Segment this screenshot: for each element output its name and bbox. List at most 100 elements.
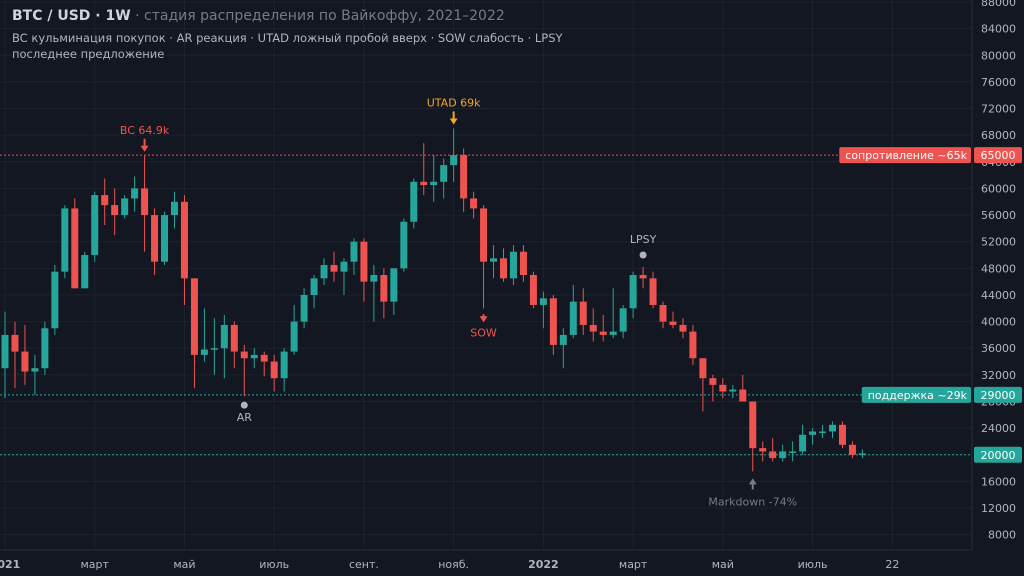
candle-body <box>848 444 856 455</box>
candle-body <box>280 351 288 379</box>
candle-body <box>21 351 29 372</box>
candle-body <box>669 321 677 325</box>
candle-body <box>529 275 537 305</box>
arrow-down-icon <box>140 145 149 152</box>
candle-body <box>699 358 707 379</box>
candle-body <box>71 208 79 289</box>
candle <box>789 441 797 462</box>
candle <box>250 348 258 369</box>
candle-body <box>161 215 169 262</box>
candle <box>699 358 707 412</box>
candle <box>579 288 587 335</box>
candle <box>599 314 607 342</box>
candle-body <box>310 278 318 295</box>
candle <box>709 374 717 402</box>
candle <box>51 265 59 335</box>
candle-body <box>31 368 39 372</box>
candle-body <box>430 181 438 186</box>
candle-body <box>420 181 428 186</box>
candle-body <box>170 201 178 216</box>
candle <box>270 354 278 392</box>
level-name-tag <box>839 147 971 164</box>
candle <box>549 294 557 355</box>
price-axis: 8000120001600020000240002800032000360004… <box>971 0 1016 550</box>
candle-body <box>519 251 527 275</box>
y-tick-label: 88000 <box>981 0 1016 9</box>
candle-body <box>539 298 547 305</box>
y-tick-label: 52000 <box>981 236 1016 249</box>
candle <box>509 245 517 285</box>
candle-body <box>360 241 368 282</box>
candle <box>639 267 647 289</box>
level-name-tag <box>861 386 971 403</box>
candle-body <box>569 301 577 335</box>
candle <box>629 271 637 319</box>
candle <box>609 288 617 339</box>
candle <box>340 258 348 295</box>
x-tick-label: 2022 <box>528 558 559 571</box>
candle-body <box>380 275 388 302</box>
chart-title: BTC / USD · 1W · стадия распределения по… <box>12 8 612 24</box>
candle-body <box>91 195 99 256</box>
candle <box>539 291 547 329</box>
candle-body <box>330 265 338 272</box>
candle <box>749 401 757 472</box>
candle <box>390 268 398 315</box>
annotation: BC 64.9k <box>120 124 170 152</box>
candle <box>589 308 597 342</box>
candle <box>659 301 667 329</box>
candle-body <box>290 321 298 352</box>
candle-body <box>599 331 607 335</box>
y-tick-label: 44000 <box>981 289 1016 302</box>
candle-body <box>220 324 228 349</box>
candle <box>490 245 498 279</box>
level-price-tag <box>974 386 1022 403</box>
candle-body <box>390 268 398 302</box>
annotation: SOW <box>470 314 497 339</box>
candle-body <box>121 198 129 216</box>
x-tick-label: май <box>712 558 734 571</box>
candle-body <box>101 195 109 206</box>
candle-body <box>180 201 188 279</box>
candle <box>121 195 129 219</box>
y-tick-label: 60000 <box>981 182 1016 195</box>
y-tick-label: 24000 <box>981 422 1016 435</box>
candle-body <box>709 378 717 385</box>
candle <box>111 188 119 236</box>
level-price-label: 20000 <box>981 449 1016 462</box>
candles <box>1 128 866 472</box>
annotation-label: Markdown -74% <box>708 495 797 508</box>
candle-body <box>51 271 59 329</box>
candle-body <box>609 331 617 335</box>
annotation: Markdown -74% <box>708 478 797 508</box>
candle <box>320 258 328 285</box>
candle <box>210 318 218 375</box>
candle <box>649 271 657 309</box>
level-price-tag <box>974 147 1022 164</box>
dot-marker-icon <box>240 401 248 409</box>
candle-body <box>679 324 687 332</box>
level-price-label: 65000 <box>981 149 1016 162</box>
annotation: UTAD 69k <box>427 97 481 125</box>
candle-body <box>340 261 348 272</box>
candle <box>151 208 159 275</box>
candle <box>829 421 837 439</box>
candle-body <box>649 278 657 305</box>
candle <box>280 348 288 392</box>
candle-body <box>200 349 208 355</box>
candle-body <box>440 165 448 182</box>
y-tick-label: 32000 <box>981 369 1016 382</box>
candle <box>430 155 438 202</box>
y-tick-label: 16000 <box>981 475 1016 488</box>
candle-body <box>490 258 498 262</box>
candle-body <box>260 354 268 362</box>
candle <box>679 318 687 339</box>
candle <box>190 278 198 389</box>
x-tick-label: сент. <box>349 558 379 571</box>
candle-body <box>131 188 139 199</box>
candle <box>739 374 747 402</box>
candle <box>240 344 248 397</box>
symbol-label: BTC / USD · 1W <box>12 8 131 24</box>
candle-body <box>41 328 49 369</box>
time-axis: 2021 март май июль сент. нояб. 2022 март май июль… <box>0 549 972 571</box>
